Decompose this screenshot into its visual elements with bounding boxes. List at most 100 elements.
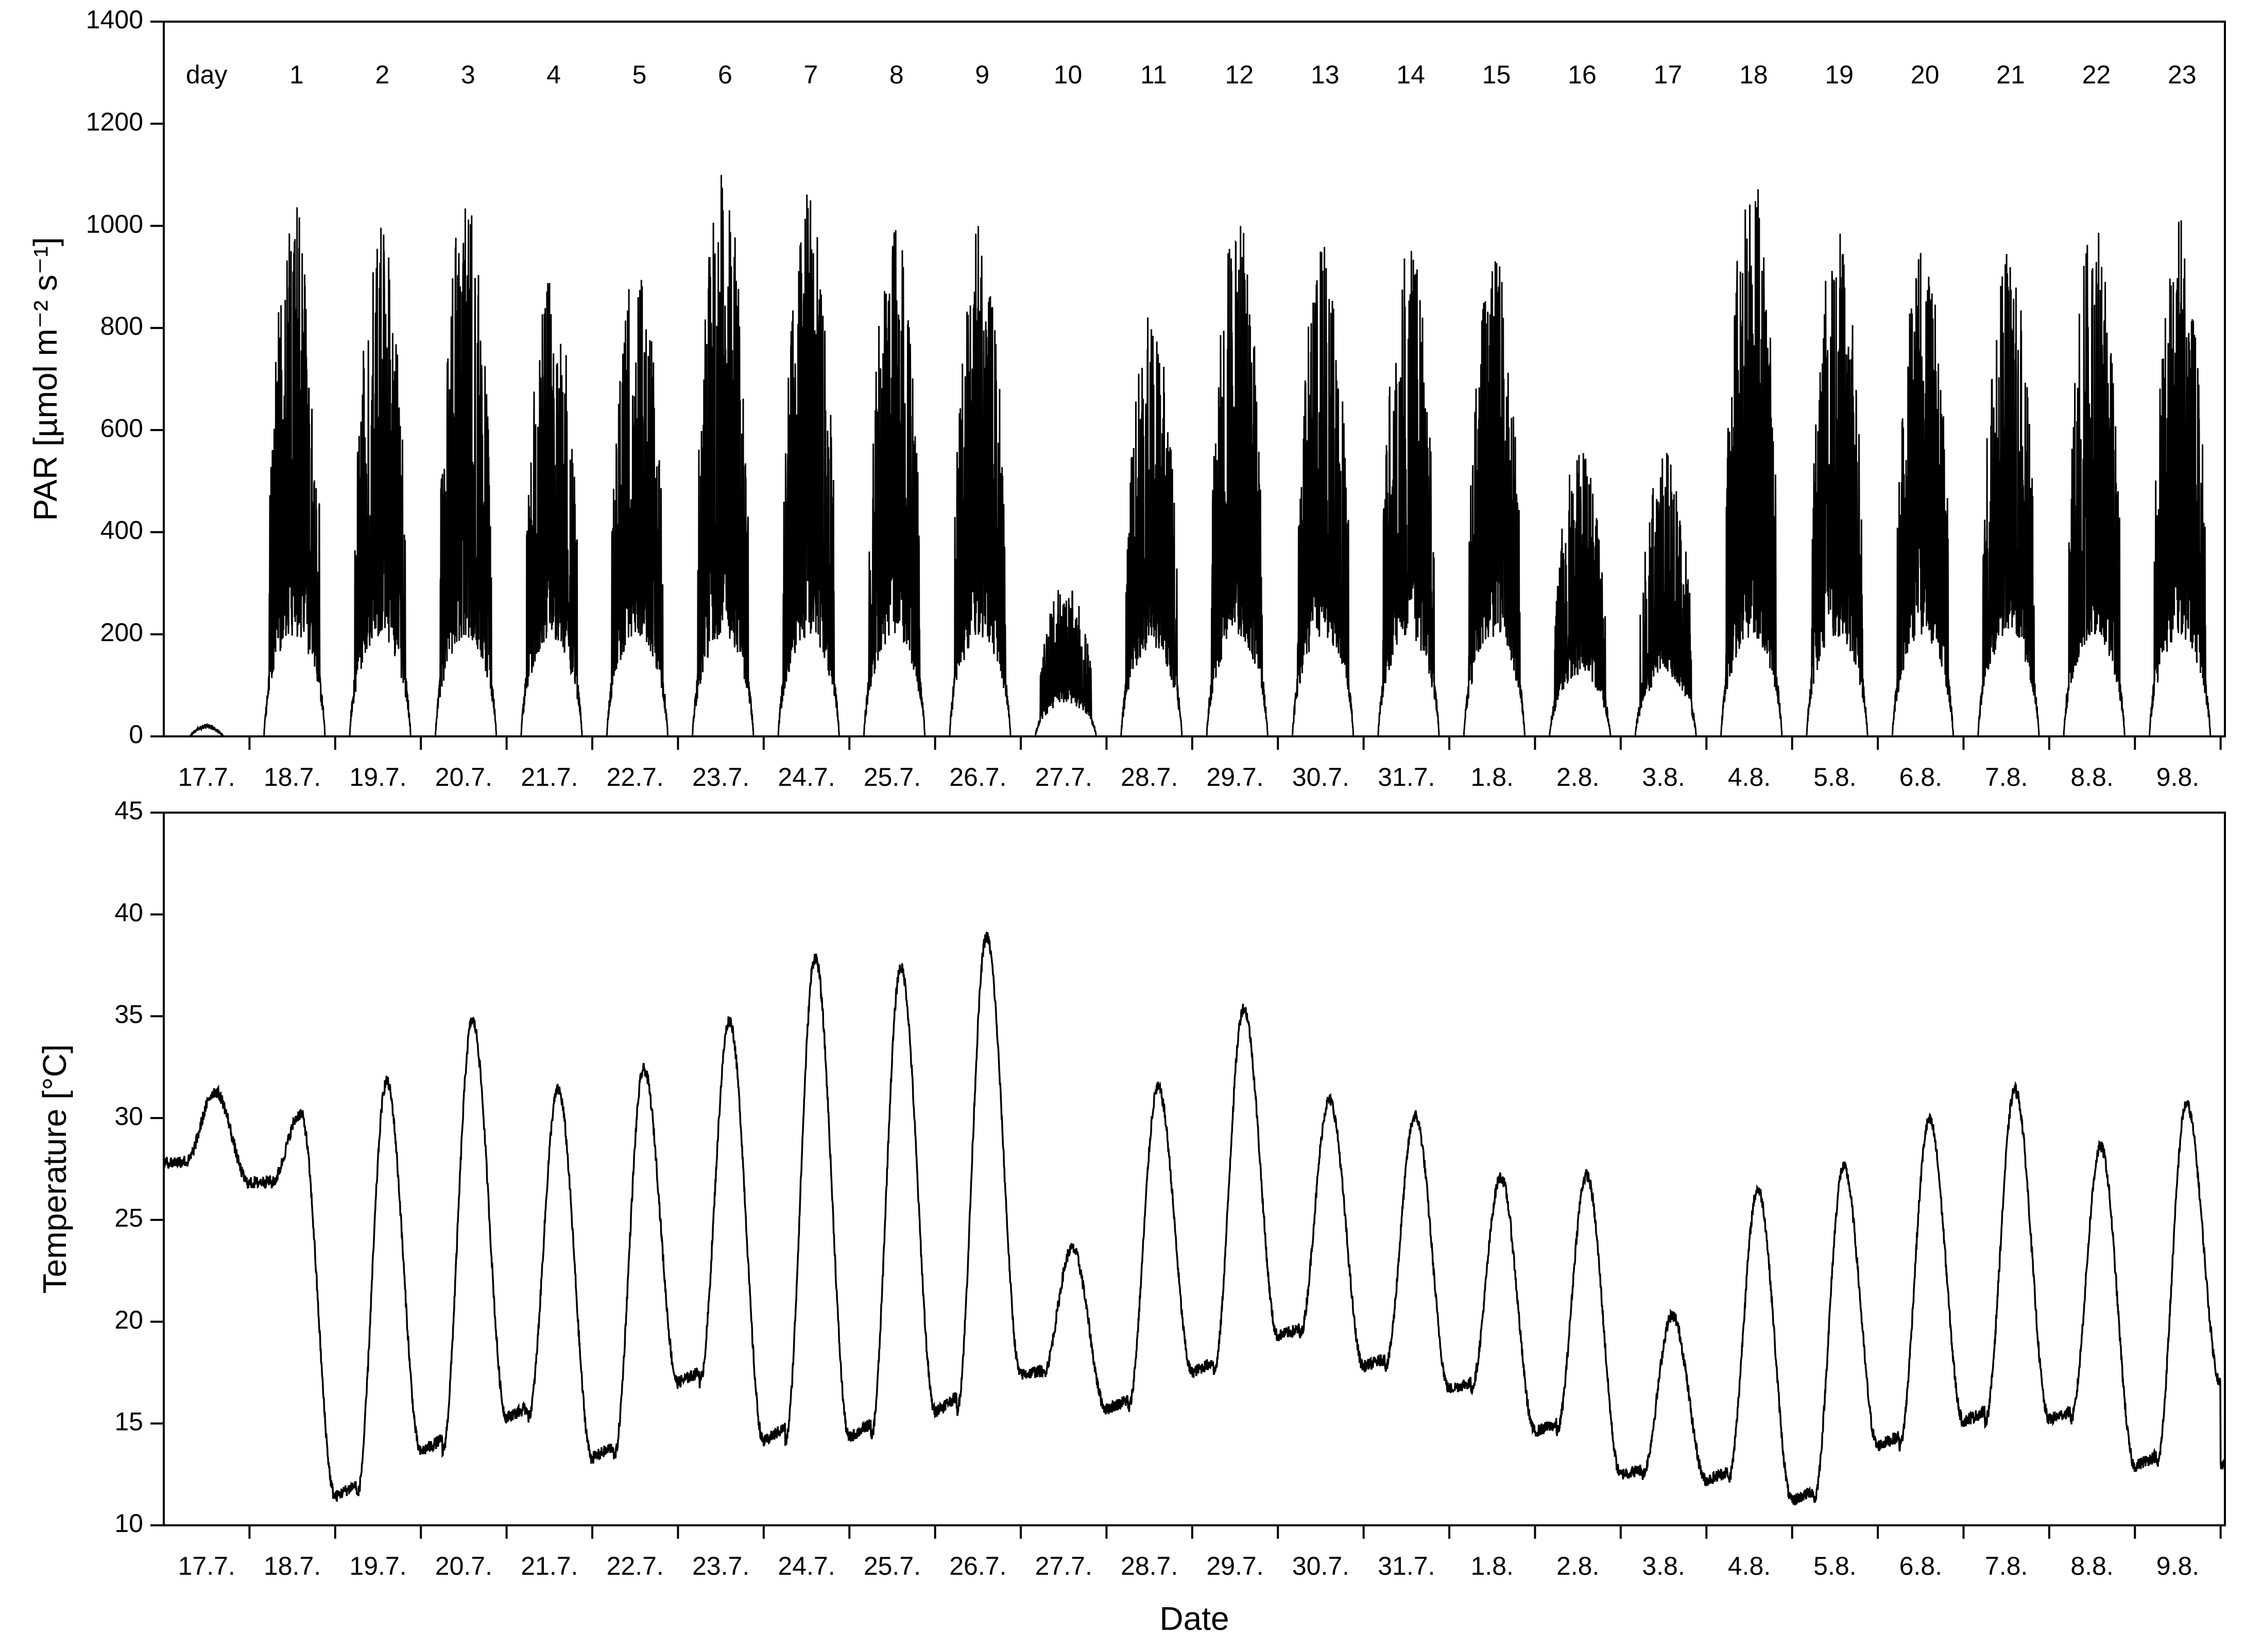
temperature-x-tick-label: 23.7.	[692, 1552, 749, 1580]
temperature-y-tick-label: 35	[114, 1000, 143, 1029]
temperature-y-tick-label: 20	[114, 1305, 143, 1334]
par-x-tick-label: 27.7.	[1035, 763, 1092, 791]
temperature-x-tick-label: 9.8.	[2156, 1552, 2199, 1580]
day-number-label: 23	[2168, 60, 2197, 89]
temperature-x-tick-label: 25.7.	[864, 1552, 921, 1580]
par-x-tick-label: 3.8.	[1642, 763, 1685, 791]
day-number-label: 10	[1054, 60, 1083, 89]
day-number-label: 5	[632, 60, 647, 89]
par-x-tick-label: 4.8.	[1728, 763, 1771, 791]
par-x-tick-label: 29.7.	[1206, 763, 1263, 791]
day-number-label: 16	[1568, 60, 1597, 89]
par-y-tick-label: 1200	[86, 107, 143, 136]
par-series-line	[164, 175, 2225, 737]
day-number-label: 11	[1140, 60, 1167, 89]
par-x-tick-label: 21.7.	[521, 763, 578, 791]
temperature-x-tick-label: 29.7.	[1206, 1552, 1263, 1580]
day-number-label: 4	[546, 60, 561, 89]
par-y-axis: 0 200 400 600 800 1000 1200 1400	[86, 5, 164, 749]
day-number-label: 14	[1396, 60, 1425, 89]
temperature-y-tick-label: 15	[114, 1407, 143, 1436]
temperature-x-tick-label: 30.7.	[1292, 1552, 1349, 1580]
day-number-label: 8	[889, 60, 904, 89]
day-number-label: 21	[1996, 60, 2025, 89]
par-y-tick-label: 400	[100, 516, 143, 545]
day-number-row: day 1 2 3 4 5 6 7 8 9 10 11 12 13 14 15 16 17 18 19 20 21 22 23	[186, 60, 2197, 89]
par-y-tick-label: 0	[129, 720, 143, 749]
temperature-plot-frame	[163, 812, 2226, 1526]
day-number-label: 12	[1225, 60, 1254, 89]
par-x-tick-label: 9.8.	[2156, 763, 2199, 791]
day-number-label: 13	[1311, 60, 1340, 89]
day-number-label: 19	[1825, 60, 1854, 89]
temperature-x-tick-label: 22.7.	[607, 1552, 664, 1580]
par-x-tick-label: 2.8.	[1556, 763, 1599, 791]
par-x-tick-label: 28.7.	[1121, 763, 1178, 791]
par-y-tick-label: 600	[100, 414, 143, 442]
par-x-tick-label: 6.8.	[1899, 763, 1942, 791]
day-number-label: 2	[375, 60, 389, 89]
temperature-x-tick-label: 6.8.	[1899, 1552, 1942, 1580]
day-number-label: 1	[289, 60, 304, 89]
temperature-x-tick-label: 31.7.	[1378, 1552, 1435, 1580]
par-x-tick-label: 20.7.	[435, 763, 492, 791]
temperature-panel: 10 15 20 25 30 35 40 45 17.7. 18.7. 19.7. 20.7. 21.…	[36, 796, 2226, 1637]
temperature-x-tick-label: 1.8.	[1471, 1552, 1514, 1580]
temperature-y-axis-title: Temperature [°C]	[36, 1044, 73, 1294]
temperature-x-tick-label: 5.8.	[1813, 1552, 1856, 1580]
temperature-y-tick-label: 40	[114, 898, 143, 927]
par-x-tick-label: 25.7.	[864, 763, 921, 791]
temperature-x-tick-label: 8.8.	[2070, 1552, 2113, 1580]
par-x-tick-label: 17.7.	[178, 763, 235, 791]
temperature-y-tick-label: 10	[114, 1509, 143, 1538]
par-x-tick-label: 30.7.	[1292, 763, 1349, 791]
par-x-tick-label: 19.7.	[349, 763, 406, 791]
temperature-x-tick-label: 4.8.	[1728, 1552, 1771, 1580]
par-y-axis-title: PAR [µmol m⁻² s⁻¹]	[27, 237, 64, 521]
temperature-y-tick-label: 30	[114, 1102, 143, 1130]
par-x-tick-label: 24.7.	[778, 763, 835, 791]
temperature-x-tick-label: 28.7.	[1121, 1552, 1178, 1580]
temperature-x-tick-label: 24.7.	[778, 1552, 835, 1580]
par-x-tick-label: 8.8.	[2070, 763, 2113, 791]
day-number-label: 18	[1739, 60, 1768, 89]
temperature-x-tick-label: 19.7.	[349, 1552, 406, 1580]
temperature-x-tick-label: 3.8.	[1642, 1552, 1685, 1580]
temperature-x-tick-label: 26.7.	[949, 1552, 1006, 1580]
par-y-tick-label: 800	[100, 312, 143, 340]
temperature-x-tick-label: 7.8.	[1985, 1552, 2028, 1580]
temperature-x-tick-label: 21.7.	[521, 1552, 578, 1580]
par-x-axis: 17.7. 18.7. 19.7. 20.7. 21.7. 22.7. 23.7. 24.7.…	[178, 736, 2222, 791]
par-x-tick-label: 5.8.	[1813, 763, 1856, 791]
par-x-tick-label: 31.7.	[1378, 763, 1435, 791]
temperature-y-tick-label: 25	[114, 1203, 143, 1232]
temperature-y-tick-label: 45	[114, 796, 143, 825]
temperature-x-tick-label: 2.8.	[1556, 1552, 1599, 1580]
temperature-x-tick-label: 20.7.	[435, 1552, 492, 1580]
day-number-label: 9	[975, 60, 989, 89]
temperature-y-axis: 10 15 20 25 30 35 40 45	[114, 796, 164, 1538]
temperature-series-line	[163, 932, 2226, 1506]
par-y-tick-label: 1400	[86, 5, 143, 34]
temperature-x-tick-label: 27.7.	[1035, 1552, 1092, 1580]
day-number-label: 22	[2082, 60, 2111, 89]
day-header-label: day	[186, 60, 228, 89]
date-axis-title: Date	[1159, 1600, 1229, 1637]
par-y-tick-label: 200	[100, 618, 143, 647]
par-x-tick-label: 7.8.	[1985, 763, 2028, 791]
par-x-tick-label: 26.7.	[949, 763, 1006, 791]
day-number-label: 3	[461, 60, 475, 89]
day-number-label: 6	[718, 60, 732, 89]
par-y-tick-label: 1000	[86, 210, 143, 238]
day-number-label: 20	[1911, 60, 1940, 89]
par-x-tick-label: 1.8.	[1471, 763, 1514, 791]
day-number-label: 15	[1482, 60, 1511, 89]
day-number-label: 17	[1654, 60, 1683, 89]
temperature-x-axis: 17.7. 18.7. 19.7. 20.7. 21.7. 22.7. 23.7. 24.7.…	[178, 1525, 2222, 1580]
par-x-tick-label: 22.7.	[607, 763, 664, 791]
temperature-x-tick-label: 18.7.	[264, 1552, 321, 1580]
par-x-tick-label: 18.7.	[264, 763, 321, 791]
par-panel: 0 200 400 600 800 1000 1200 1400 17.7. 18.7. 19.7…	[27, 5, 2226, 791]
temperature-x-tick-label: 17.7.	[178, 1552, 235, 1580]
